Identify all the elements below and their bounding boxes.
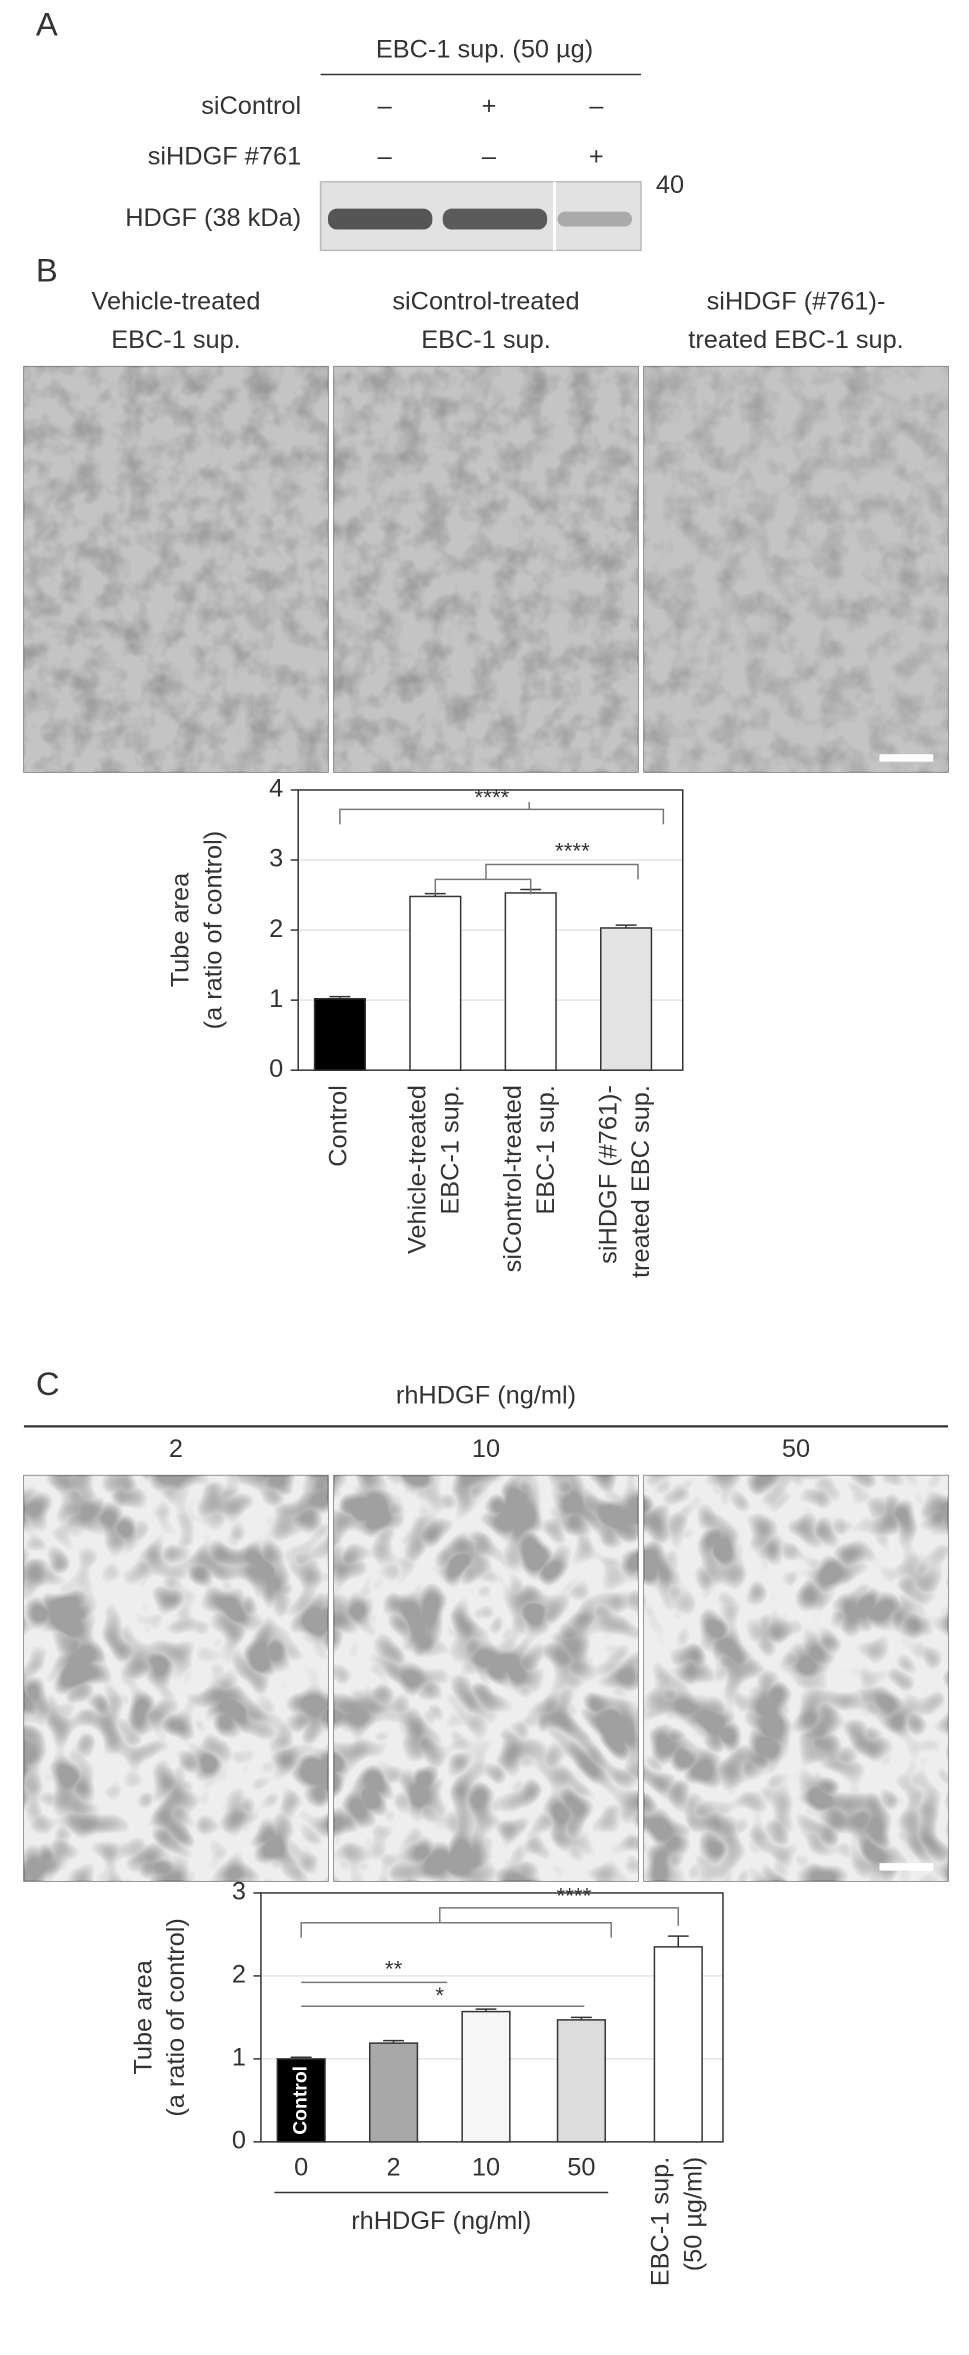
bar: [504, 892, 557, 1071]
row-label: siControl: [201, 92, 301, 120]
bar: [600, 927, 653, 1071]
caption: 50: [782, 1435, 810, 1463]
y-tick-label: 1: [232, 2044, 246, 2072]
y-axis-label: Tube area: [167, 872, 195, 987]
mw-marker: 40: [656, 171, 684, 199]
header: EBC-1 sup. (50 µg): [376, 35, 593, 63]
sign: –: [589, 92, 604, 120]
significance-bracket: [485, 863, 639, 880]
significance-bracket: [434, 878, 532, 895]
significance: ****: [555, 838, 590, 863]
significance-bracket: [439, 1907, 680, 1926]
bar: [313, 997, 367, 1071]
panel-label: B: [36, 251, 58, 288]
error-bar: [290, 2056, 312, 2059]
significance: ****: [475, 785, 510, 810]
y-tick-label: 0: [232, 2127, 246, 2155]
significance: ****: [557, 1883, 592, 1908]
caption: EBC-1 sup.: [421, 326, 551, 354]
panel-label: A: [36, 5, 58, 42]
x-tick-label: EBC-1 sup.: [647, 2157, 675, 2287]
micrographs: [23, 365, 949, 773]
sign: –: [378, 92, 393, 120]
bar: [276, 2058, 326, 2143]
x-tick-label: treated EBC sup.: [627, 1085, 655, 1278]
significance-bracket: [339, 808, 665, 825]
y-tick-label: 2: [232, 1961, 246, 1989]
group-label: rhHDGF (ng/ml): [351, 2207, 531, 2235]
bar: [368, 2042, 419, 2143]
x-tick-label: Control: [325, 1085, 353, 1167]
significance-bracket: [300, 1922, 612, 1938]
sign: +: [589, 143, 604, 171]
caption: Vehicle-treated: [91, 287, 260, 315]
header: rhHDGF (ng/ml): [396, 1381, 576, 1409]
error-bar: [329, 995, 351, 999]
x-tick-label: 50: [567, 2153, 595, 2181]
bar-text: Control: [289, 2066, 311, 2135]
x-tick-label: EBC-1 sup.: [436, 1085, 464, 1215]
row-label: siHDGF #761: [148, 143, 301, 171]
y-tick-label: 1: [269, 985, 283, 1013]
error-bar: [570, 2016, 592, 2020]
y-axis-label: (a ratio of control): [162, 1918, 190, 2116]
caption: treated EBC-1 sup.: [688, 326, 903, 354]
x-tick-label: 10: [472, 2153, 500, 2181]
x-tick-label: 0: [294, 2153, 308, 2181]
sign: +: [482, 92, 497, 120]
blot-label: HDGF (38 kDa): [125, 204, 301, 232]
micrographs: [23, 1474, 949, 1882]
caption: siControl-treated: [392, 287, 579, 315]
y-tick-label: 3: [269, 845, 283, 873]
bar: [461, 2010, 511, 2143]
y-axis-label: Tube area: [129, 1959, 157, 2074]
x-tick-label: (50 µg/ml): [679, 2157, 707, 2272]
plot-frame: [297, 789, 684, 1071]
x-tick-label: EBC-1 sup.: [532, 1085, 560, 1215]
caption: 10: [472, 1435, 500, 1463]
panel-label: C: [36, 1365, 60, 1402]
caption: 2: [169, 1435, 183, 1463]
y-tick-label: 3: [232, 1878, 246, 1906]
x-tick-label: siControl-treated: [499, 1085, 527, 1272]
y-tick-label: 0: [269, 1055, 283, 1083]
caption: siHDGF (#761)-: [707, 287, 886, 315]
y-tick-label: 4: [269, 775, 283, 803]
x-tick-label: 2: [387, 2153, 401, 2181]
error-bar: [615, 924, 637, 928]
sign: –: [482, 143, 497, 171]
x-tick-label: Vehicle-treated: [404, 1085, 432, 1254]
y-tick-label: 2: [269, 915, 283, 943]
caption: EBC-1 sup.: [111, 326, 241, 354]
x-tick-label: siHDGF (#761)-: [594, 1085, 622, 1264]
sign: –: [378, 143, 393, 171]
y-axis-label: (a ratio of control): [199, 831, 227, 1029]
bar: [653, 1946, 703, 2143]
significance: *: [435, 1983, 444, 2008]
error-bar: [475, 2008, 497, 2012]
blot: [319, 181, 642, 252]
bar: [409, 895, 462, 1071]
error-bar: [383, 2039, 405, 2044]
error-bar: [667, 1935, 689, 1947]
significance: **: [385, 1956, 403, 1981]
bar: [556, 2019, 606, 2143]
